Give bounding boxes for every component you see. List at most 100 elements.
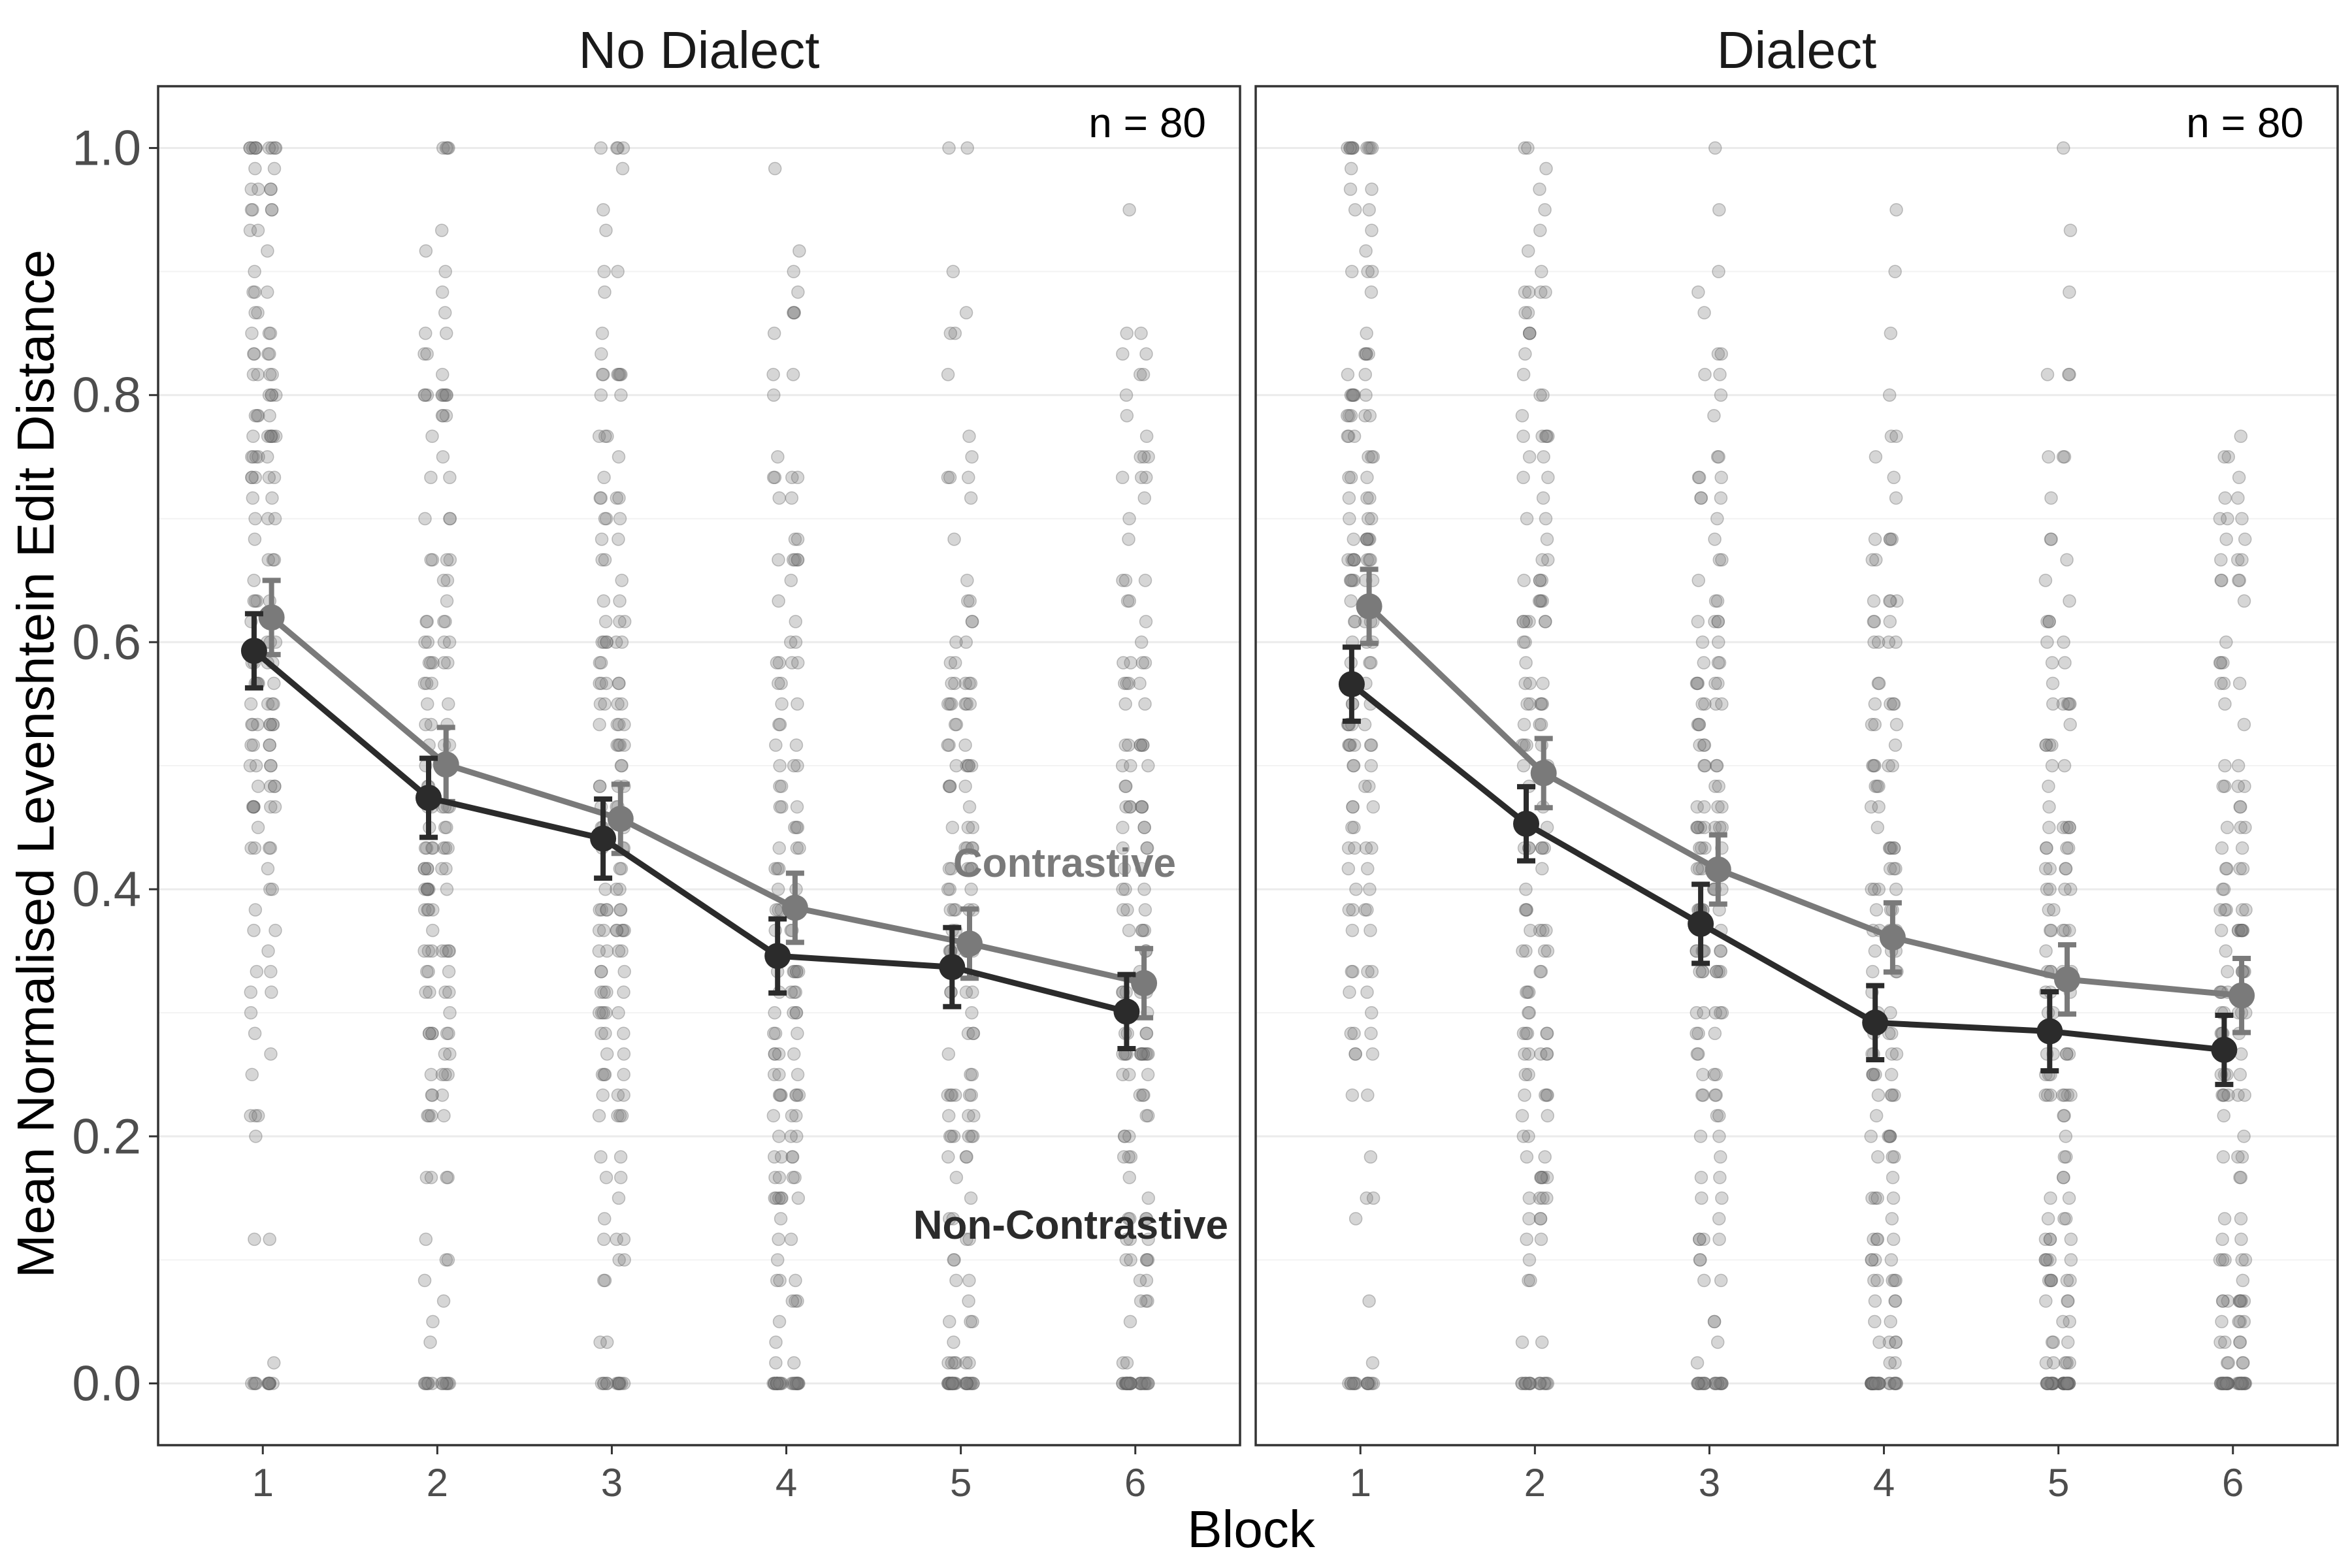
raw-point: [440, 553, 454, 567]
raw-point: [1541, 553, 1555, 567]
raw-point: [943, 882, 957, 896]
raw-point: [266, 429, 280, 444]
mean-point: [1513, 810, 1539, 837]
raw-point: [1135, 923, 1150, 938]
raw-point: [2043, 1253, 2057, 1267]
raw-point: [1871, 635, 1886, 649]
raw-point: [2217, 1212, 2232, 1226]
raw-point: [2062, 1047, 2076, 1061]
raw-point: [2233, 1335, 2247, 1349]
raw-point: [1120, 1377, 1134, 1390]
raw-point: [2039, 1356, 2053, 1370]
raw-point: [1515, 408, 1529, 423]
raw-point: [2039, 1294, 2053, 1308]
raw-point: [269, 923, 282, 938]
raw-point: [440, 821, 453, 834]
raw-point: [1715, 553, 1729, 567]
raw-point: [964, 1377, 978, 1390]
raw-point: [1139, 1109, 1153, 1123]
raw-point: [2214, 553, 2228, 567]
raw-point: [244, 697, 258, 711]
raw-point: [2059, 1047, 2074, 1061]
raw-point: [599, 512, 613, 526]
raw-point: [1535, 1171, 1548, 1184]
raw-point: [597, 1232, 611, 1247]
raw-point: [944, 1130, 958, 1143]
raw-point: [1533, 285, 1548, 299]
raw-point: [424, 1171, 438, 1184]
raw-point: [791, 821, 805, 834]
raw-point: [770, 1377, 784, 1390]
raw-point: [1362, 141, 1376, 155]
raw-point: [2218, 1253, 2232, 1267]
raw-point: [960, 1377, 974, 1390]
raw-point: [1117, 656, 1130, 670]
raw-point: [1135, 800, 1149, 814]
raw-point: [1714, 1150, 1727, 1164]
raw-point: [2057, 1109, 2070, 1123]
raw-point: [426, 1315, 440, 1329]
raw-point: [2043, 1232, 2057, 1247]
raw-point: [1709, 759, 1723, 773]
raw-point: [1122, 738, 1135, 752]
raw-point: [1516, 1026, 1531, 1040]
raw-point: [1711, 800, 1725, 814]
raw-point: [2045, 656, 2059, 670]
raw-point: [435, 408, 449, 423]
raw-point: [1360, 1191, 1373, 1205]
raw-point: [2238, 779, 2251, 793]
series-label-non-contrastive: Non-Contrastive: [913, 1203, 1228, 1248]
raw-point: [1135, 800, 1149, 814]
raw-point: [1347, 553, 1361, 567]
raw-point: [617, 923, 631, 938]
raw-point: [1116, 882, 1130, 896]
raw-point: [1116, 903, 1130, 917]
raw-point: [789, 1377, 804, 1390]
raw-point: [2233, 1335, 2247, 1349]
raw-point: [1888, 1294, 1903, 1308]
raw-point: [1708, 1377, 1723, 1390]
raw-point: [2040, 1377, 2054, 1390]
raw-point: [2213, 512, 2227, 526]
raw-point: [962, 1088, 977, 1102]
raw-point: [2057, 1212, 2071, 1226]
raw-point: [1347, 388, 1362, 402]
raw-point: [1519, 1377, 1533, 1390]
raw-point: [443, 470, 457, 485]
raw-point: [268, 779, 282, 793]
raw-point: [248, 470, 263, 485]
raw-point: [422, 1109, 436, 1123]
raw-point: [791, 470, 805, 485]
raw-point: [1696, 1088, 1710, 1102]
raw-point: [1712, 779, 1726, 793]
raw-point: [2042, 615, 2056, 629]
raw-point: [1883, 1356, 1897, 1370]
raw-point: [1347, 429, 1362, 444]
raw-point: [426, 841, 440, 855]
raw-point: [1122, 594, 1136, 608]
raw-point: [945, 1377, 959, 1390]
raw-point: [1139, 429, 1154, 444]
raw-point: [1522, 326, 1537, 340]
raw-point: [261, 862, 275, 875]
raw-point: [1697, 306, 1711, 319]
raw-point: [1887, 1377, 1901, 1390]
raw-point: [264, 759, 278, 773]
raw-point: [435, 388, 449, 402]
raw-point: [2060, 1377, 2074, 1390]
raw-point: [2221, 1377, 2235, 1390]
raw-point: [1519, 985, 1533, 999]
raw-point: [772, 841, 786, 855]
raw-point: [958, 697, 972, 711]
raw-point: [962, 429, 976, 444]
raw-point: [2234, 923, 2248, 938]
raw-point: [263, 429, 278, 444]
raw-point: [2040, 635, 2054, 649]
raw-point: [593, 656, 607, 670]
raw-point: [2232, 676, 2247, 691]
raw-point: [1885, 1088, 1899, 1102]
raw-point: [2040, 367, 2055, 382]
raw-point: [1365, 182, 1379, 196]
raw-point: [1870, 1273, 1884, 1288]
raw-point: [2220, 821, 2234, 834]
